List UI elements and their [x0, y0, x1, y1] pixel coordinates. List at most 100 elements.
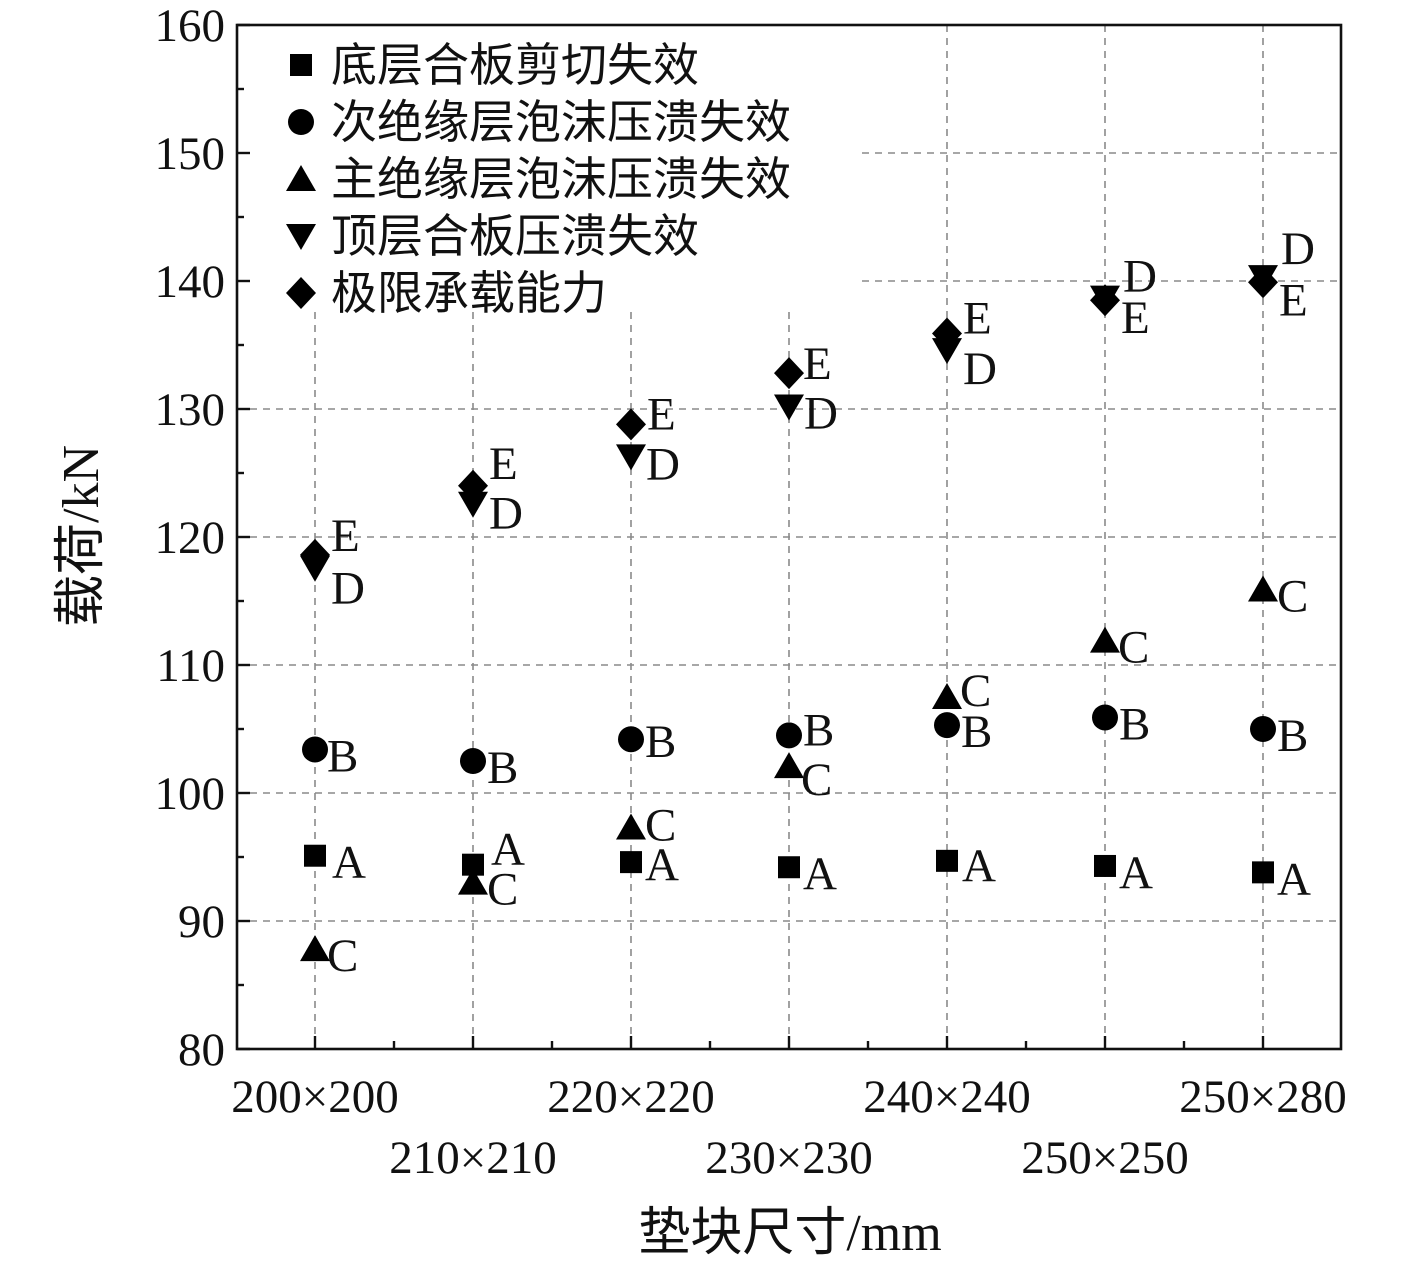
legend-marker-diamond	[286, 277, 316, 309]
point-B-1	[302, 736, 328, 763]
point-C-3	[616, 813, 646, 840]
point-label-C: C	[645, 800, 676, 852]
y-tick-label: 150	[155, 128, 226, 180]
legend-item: 次绝缘层泡沫压溃失效	[288, 97, 791, 148]
point-label-E: E	[647, 388, 676, 440]
legend-marker-triangle-up	[286, 165, 316, 191]
point-C-5	[932, 683, 962, 709]
legend-label: 顶层合板压溃失效	[331, 211, 699, 262]
point-E-1	[300, 538, 330, 571]
point-A-1	[304, 844, 326, 867]
point-label-C: C	[327, 930, 358, 982]
x-tick-label: 200×200	[231, 1071, 399, 1123]
point-B-5	[934, 712, 960, 739]
point-label-D: D	[489, 488, 523, 540]
point-label-E: E	[1279, 274, 1308, 326]
legend-item: 底层合板剪切失效	[290, 40, 699, 91]
point-label-B: B	[803, 704, 834, 756]
point-label-C: C	[1277, 570, 1308, 622]
point-label-A: A	[803, 848, 837, 900]
point-A-4	[778, 856, 800, 879]
point-label-A: A	[491, 824, 525, 876]
point-label-C: C	[801, 754, 832, 806]
point-D-5	[932, 338, 962, 365]
series-E: E E E E E E E	[300, 266, 1308, 571]
point-label-D: D	[1281, 223, 1315, 275]
point-label-B: B	[1119, 698, 1150, 750]
point-E-4	[774, 357, 804, 390]
point-label-D: D	[963, 343, 997, 395]
y-tick-label: 100	[155, 768, 226, 820]
point-D-2	[458, 491, 488, 518]
point-label-B: B	[645, 716, 676, 768]
x-axis-title: 垫块尺寸/mm	[638, 1205, 941, 1262]
y-tick-label: 90	[178, 896, 225, 948]
point-E-5	[932, 317, 962, 350]
axis-ticks: 80 90 100 110 120 130 140 150 160 200×200 210×210 2…	[155, 0, 1347, 1184]
point-label-C: C	[1118, 622, 1149, 674]
x-tick-label: 230×230	[705, 1132, 873, 1184]
point-A-7	[1252, 861, 1274, 884]
point-E-7	[1248, 266, 1278, 299]
y-axis-title: 载荷/kN	[53, 445, 110, 627]
legend-label: 主绝缘层泡沫压溃失效	[331, 154, 791, 205]
point-label-E: E	[489, 438, 518, 490]
point-label-A: A	[332, 837, 366, 889]
point-B-7	[1250, 716, 1276, 742]
y-tick-label: 80	[178, 1024, 225, 1076]
point-D-3	[616, 444, 646, 471]
point-A-3	[620, 851, 642, 874]
legend-label: 次绝缘层泡沫压溃失效	[331, 97, 791, 148]
x-tick-label: 250×280	[1179, 1071, 1347, 1123]
point-D-4	[774, 394, 804, 421]
legend-marker-triangle-down	[286, 224, 316, 250]
legend-label: 极限承载能力	[331, 268, 607, 319]
point-label-E: E	[331, 510, 360, 562]
legend-item: 主绝缘层泡沫压溃失效	[286, 154, 791, 205]
legend-label: 底层合板剪切失效	[331, 40, 699, 91]
point-label-E: E	[803, 338, 832, 390]
legend-item: 顶层合板压溃失效	[286, 211, 699, 262]
point-A-5	[936, 849, 958, 872]
point-label-B: B	[327, 730, 358, 782]
y-tick-label: 120	[155, 512, 226, 564]
point-C-1	[300, 935, 330, 962]
legend-item: 极限承载能力	[286, 268, 607, 319]
point-label-E: E	[963, 292, 992, 344]
point-C-4	[774, 752, 804, 779]
point-C-2	[458, 868, 488, 895]
legend-marker-square	[290, 54, 312, 76]
point-label-D: D	[804, 387, 838, 439]
point-label-B: B	[961, 706, 992, 758]
point-A-6	[1094, 854, 1116, 877]
point-E-3	[616, 408, 646, 441]
y-tick-label: 130	[155, 384, 226, 436]
point-label-D: D	[331, 563, 365, 615]
point-label-A: A	[962, 840, 996, 892]
point-label-A: A	[1119, 847, 1153, 899]
point-B-2	[460, 748, 486, 774]
legend: 底层合板剪切失效次绝缘层泡沫压溃失效主绝缘层泡沫压溃失效顶层合板压溃失效极限承载…	[286, 40, 791, 319]
point-label-C: C	[960, 665, 991, 717]
point-B-6	[1092, 704, 1118, 731]
point-label-D: D	[1123, 251, 1157, 303]
series-D: D D D D D D D	[300, 223, 1315, 615]
point-label-A: A	[1277, 853, 1311, 905]
x-tick-label: 240×240	[863, 1071, 1031, 1123]
point-B-4	[776, 722, 802, 749]
point-E-2	[458, 469, 488, 502]
point-label-D: D	[646, 438, 680, 490]
point-C-6	[1090, 626, 1120, 653]
x-tick-label: 220×220	[547, 1071, 715, 1123]
point-label-B: B	[487, 742, 518, 794]
point-label-B: B	[1277, 710, 1308, 762]
y-tick-label: 140	[155, 256, 226, 308]
point-label-C: C	[487, 864, 518, 916]
point-C-7	[1248, 575, 1278, 602]
point-A-2	[462, 853, 484, 876]
point-label-E: E	[1121, 292, 1150, 344]
